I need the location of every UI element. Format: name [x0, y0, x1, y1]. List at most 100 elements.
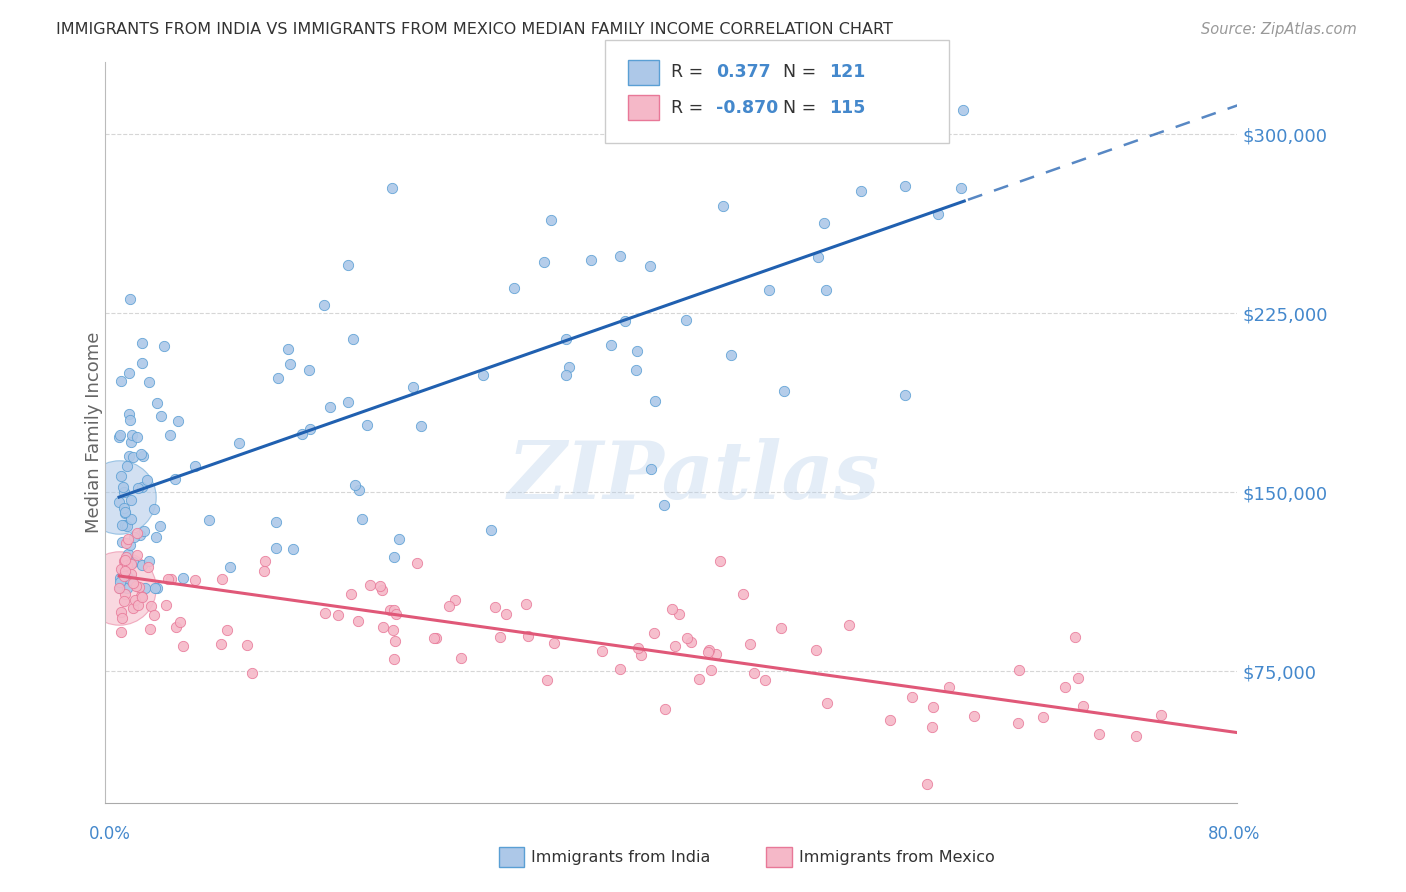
- Point: [236, 638, 259, 652]
- Point: [120, 557, 142, 571]
- Point: [1087, 727, 1109, 741]
- Point: [849, 185, 872, 199]
- Point: [770, 621, 793, 635]
- Point: [489, 630, 512, 644]
- Point: [579, 252, 602, 267]
- Point: [118, 413, 141, 427]
- Point: [155, 599, 177, 613]
- Point: [127, 481, 149, 495]
- Point: [388, 532, 411, 546]
- Point: [720, 347, 742, 361]
- Point: [382, 652, 405, 666]
- Point: [1064, 630, 1087, 644]
- Point: [125, 526, 148, 541]
- Point: [131, 335, 153, 350]
- Point: [117, 459, 139, 474]
- Point: [218, 559, 240, 574]
- Point: [114, 505, 136, 519]
- Point: [115, 569, 138, 583]
- Point: [938, 681, 960, 695]
- Y-axis label: Median Family Income: Median Family Income: [86, 332, 103, 533]
- Point: [264, 541, 287, 555]
- Point: [402, 380, 425, 394]
- Point: [423, 631, 446, 645]
- Point: [145, 530, 167, 544]
- Point: [112, 554, 135, 568]
- Point: [652, 498, 675, 512]
- Point: [536, 673, 558, 687]
- Point: [758, 284, 780, 298]
- Point: [668, 607, 690, 622]
- Point: [609, 249, 631, 263]
- Point: [143, 581, 166, 595]
- Point: [118, 366, 141, 380]
- Text: -0.870: -0.870: [716, 99, 778, 117]
- Point: [118, 293, 141, 307]
- Point: [121, 601, 143, 615]
- Point: [114, 506, 136, 520]
- Point: [450, 650, 472, 665]
- Point: [963, 709, 986, 723]
- Point: [240, 665, 263, 680]
- Point: [108, 581, 131, 595]
- Point: [211, 572, 233, 586]
- Point: [337, 258, 360, 272]
- Point: [326, 607, 349, 622]
- Point: [709, 554, 731, 568]
- Point: [131, 590, 153, 604]
- Point: [143, 501, 166, 516]
- Point: [267, 370, 290, 384]
- Point: [950, 181, 973, 195]
- Point: [149, 409, 172, 423]
- Point: [114, 517, 136, 532]
- Point: [183, 458, 205, 473]
- Point: [699, 663, 721, 677]
- Point: [108, 490, 131, 504]
- Point: [807, 250, 830, 264]
- Text: 121: 121: [830, 63, 866, 81]
- Point: [122, 576, 145, 591]
- Point: [111, 518, 134, 533]
- Point: [347, 483, 370, 497]
- Point: [167, 414, 190, 428]
- Point: [110, 625, 132, 640]
- Point: [346, 614, 368, 628]
- Point: [915, 777, 938, 791]
- Point: [110, 375, 132, 389]
- Point: [444, 592, 467, 607]
- Point: [382, 603, 405, 617]
- Point: [406, 556, 429, 570]
- Point: [644, 393, 666, 408]
- Point: [643, 626, 665, 640]
- Point: [120, 573, 142, 587]
- Point: [114, 553, 136, 567]
- Point: [134, 581, 156, 595]
- Point: [697, 645, 720, 659]
- Point: [558, 360, 581, 375]
- Point: [1053, 680, 1076, 694]
- Point: [121, 450, 143, 464]
- Point: [382, 550, 405, 565]
- Point: [921, 720, 943, 734]
- Point: [111, 534, 134, 549]
- Point: [343, 478, 366, 492]
- Point: [679, 634, 702, 648]
- Point: [624, 362, 647, 376]
- Point: [122, 555, 145, 569]
- Point: [627, 640, 650, 655]
- Point: [115, 581, 138, 595]
- Point: [146, 581, 169, 595]
- Point: [131, 356, 153, 370]
- Text: R =: R =: [671, 99, 709, 117]
- Point: [253, 564, 276, 578]
- Point: [138, 375, 160, 389]
- Point: [299, 422, 322, 436]
- Point: [112, 480, 135, 494]
- Point: [165, 620, 187, 634]
- Point: [1067, 671, 1090, 685]
- Point: [131, 480, 153, 494]
- Point: [609, 663, 631, 677]
- Point: [382, 623, 405, 637]
- Point: [172, 639, 194, 653]
- Point: [172, 571, 194, 585]
